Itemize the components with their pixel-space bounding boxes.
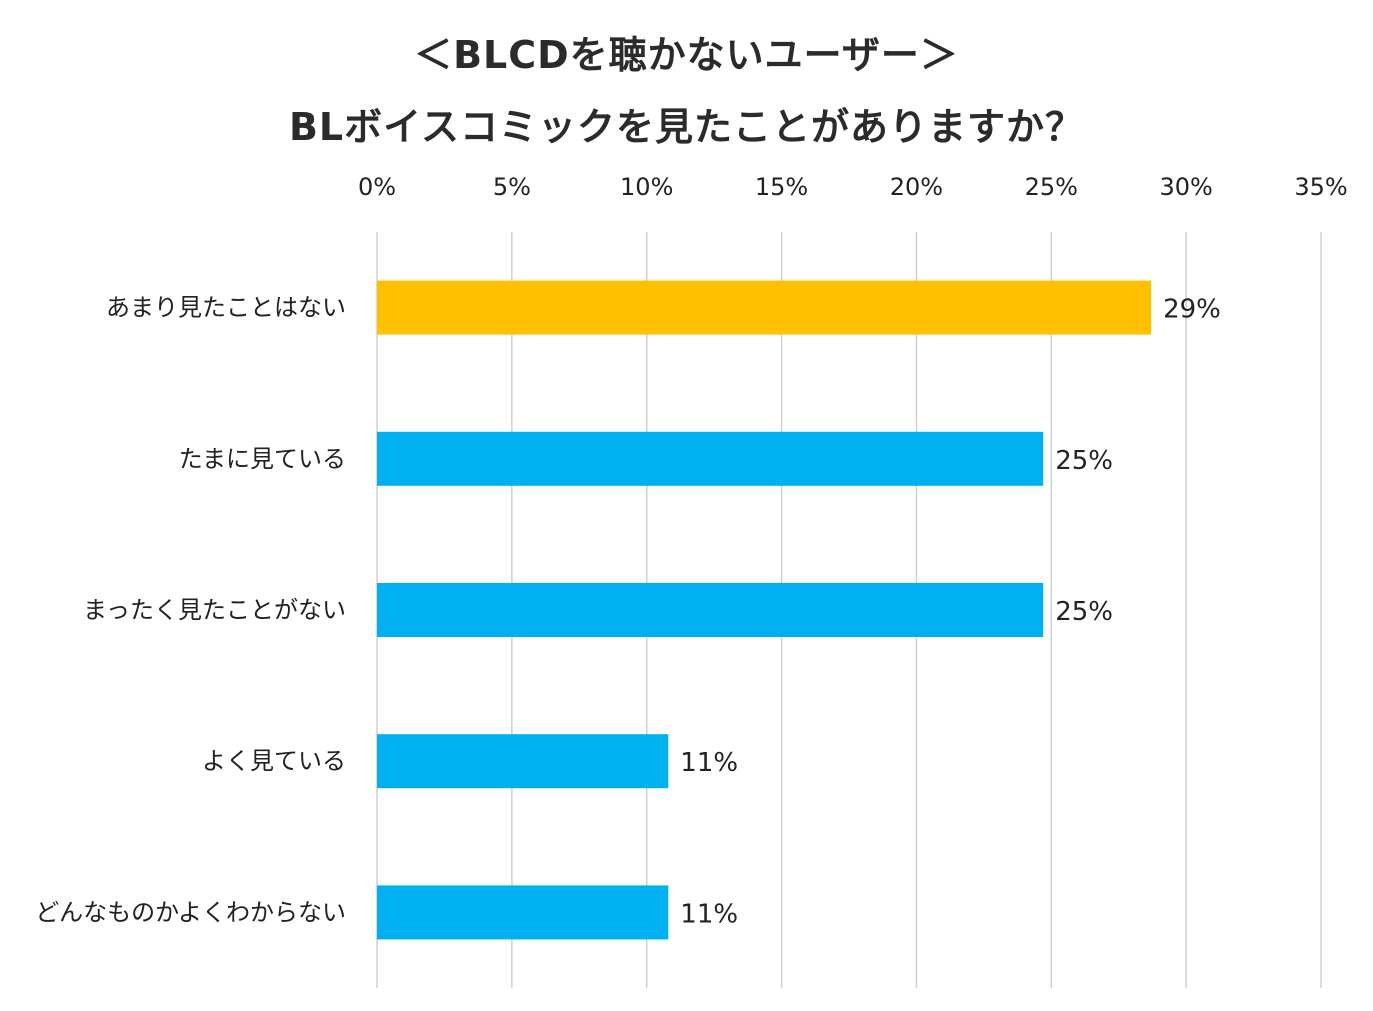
category-label: まったく見たことがない <box>83 596 346 624</box>
bar <box>377 885 669 940</box>
category-label: どんなものかよくわからない <box>35 898 346 926</box>
data-label: 25% <box>1055 446 1113 476</box>
x-tick-label: 25% <box>1025 173 1078 201</box>
data-label: 11% <box>680 748 738 778</box>
chart-subtitle: BLボイスコミックを見たことがありますか？ <box>288 105 1085 149</box>
data-label: 25% <box>1055 597 1113 627</box>
bar <box>377 431 1044 486</box>
chart-title: ＜BLCDを聴かないユーザー＞ <box>414 33 959 77</box>
x-tick-label: 0% <box>358 173 396 201</box>
category-label: よく見ている <box>202 747 346 775</box>
category-label: あまり見たことはない <box>106 294 346 322</box>
bar <box>377 583 1044 637</box>
x-tick-label: 5% <box>493 173 531 201</box>
data-label: 11% <box>680 899 738 929</box>
bar <box>377 280 1152 335</box>
x-tick-label: 15% <box>755 173 808 201</box>
data-label: 29% <box>1163 295 1221 325</box>
x-tick-label: 10% <box>620 173 673 201</box>
x-tick-label: 35% <box>1294 173 1347 201</box>
x-tick-label: 30% <box>1159 173 1212 201</box>
bar <box>377 734 669 789</box>
category-label: たまに見ている <box>179 445 346 473</box>
x-tick-label: 20% <box>890 173 943 201</box>
